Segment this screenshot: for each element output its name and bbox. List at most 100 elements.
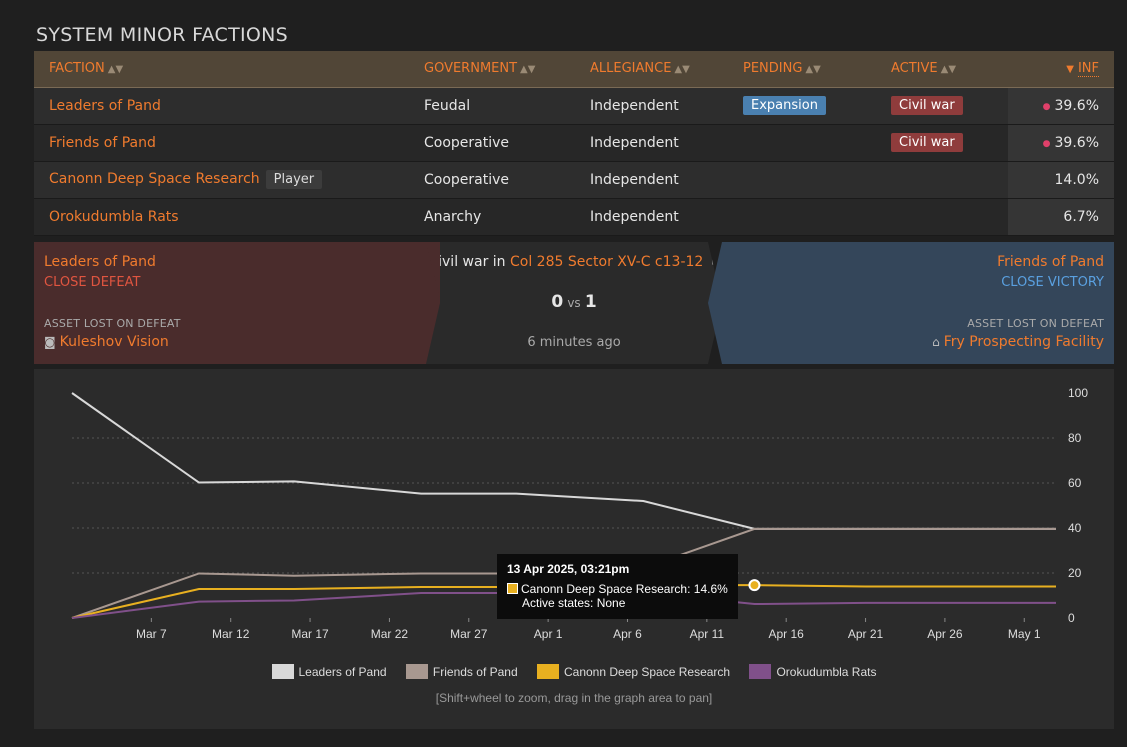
x-tick-label: Mar 7 [136, 627, 167, 641]
legend-label: Canonn Deep Space Research [563, 665, 731, 679]
legend-swatch [271, 664, 294, 679]
legend-label: Leaders of Pand [298, 665, 387, 679]
chart-hint: [Shift+wheel to zoom, drag in the graph … [435, 691, 713, 705]
conflict-type: Civil war in [428, 254, 506, 270]
col-header-pending[interactable]: PENDING ▲▼ [728, 51, 876, 88]
legend-item[interactable]: Canonn Deep Space Research [536, 664, 731, 679]
y-tick-label: 100 [1068, 386, 1088, 400]
col-header-inf[interactable]: ▼ INF [1008, 51, 1114, 88]
allegiance-cell: Independent [575, 124, 728, 162]
player-badge: Player [265, 170, 323, 189]
sort-icon: ▲▼ [940, 64, 957, 76]
col-header-allegiance[interactable]: ALLEGIANCE ▲▼ [575, 51, 728, 88]
y-tick-label: 40 [1068, 521, 1082, 535]
score-right: 1 [584, 292, 597, 312]
table-row: Orokudumbla Rats Anarchy Independent 6.7… [34, 198, 1114, 236]
active-state-badge: Civil war [891, 133, 963, 152]
inf-value: 14.0% [1054, 171, 1099, 188]
legend-label: Orokudumbla Rats [776, 665, 877, 679]
conflict-center: Civil war in Col 285 Sector XV-C c13-12 … [426, 242, 722, 364]
asset-name: Fry Prospecting Facility [943, 334, 1104, 350]
hover-point [748, 579, 761, 592]
col-header-faction[interactable]: FACTION ▲▼ [34, 51, 409, 88]
table-row: Friends of Pand Cooperative Independent … [34, 124, 1114, 162]
allegiance-cell: Independent [575, 87, 728, 125]
x-tick-label: Apr 1 [534, 627, 563, 641]
x-tick-label: Apr 21 [848, 627, 884, 641]
sort-icon: ▲▼ [674, 64, 690, 76]
x-tick-label: Apr 16 [769, 627, 805, 641]
sort-desc-icon: ▼ [1066, 64, 1074, 76]
government-cell: Anarchy [409, 198, 575, 236]
chart-tooltip: 13 Apr 2025, 03:21pm Canonn Deep Space R… [497, 554, 738, 619]
inf-value: 39.6% [1054, 97, 1099, 114]
faction-link[interactable]: Friends of Pand [49, 134, 156, 151]
asset-link[interactable]: ⌂ Fry Prospecting Facility [932, 334, 1104, 350]
asset-name: Kuleshov Vision [59, 334, 169, 350]
table-row: Canonn Deep Space Research Player Coopera… [34, 161, 1114, 199]
legend-swatch [405, 664, 428, 679]
conflict-location-link[interactable]: Col 285 Sector XV-C c13-12 [510, 254, 704, 270]
score-vs: vs [567, 296, 581, 310]
table-row: Leaders of Pand Feudal Independent Expan… [34, 87, 1114, 125]
faction-link[interactable]: Leaders of Pand [49, 97, 161, 114]
pending-state-badge: Expansion [743, 96, 826, 115]
conflict-panel: Leaders of Pand CLOSE DEFEAT ASSET LOST … [34, 242, 1114, 364]
influence-chart-panel[interactable]: 0 20 40 60 80 100 Mar 7 Mar 12 Mar 17 Mar 22 Mar 2… [34, 369, 1114, 729]
inf-value: 39.6% [1054, 134, 1099, 151]
asset-label: ASSET LOST ON DEFEAT [44, 317, 181, 330]
conflict-left-faction[interactable]: Leaders of Pand [44, 254, 156, 270]
conflict-right-result: CLOSE VICTORY [1001, 275, 1104, 290]
legend-item[interactable]: Leaders of Pand [271, 664, 387, 679]
tooltip-title: 13 Apr 2025, 03:21pm [507, 562, 630, 576]
conflict-left-result: CLOSE DEFEAT [44, 275, 141, 290]
facility-icon: ⌂ [932, 335, 940, 349]
x-tick-label: Mar 27 [450, 627, 488, 641]
allegiance-cell: Independent [575, 161, 728, 199]
conflict-score: 0 vs 1 [426, 292, 722, 312]
inf-value: 6.7% [1063, 208, 1099, 225]
series-line [71, 392, 1056, 530]
legend-swatch [749, 664, 772, 679]
sort-icon: ▲▼ [107, 64, 124, 76]
asset-link[interactable]: ◙ Kuleshov Vision [44, 334, 169, 350]
faction-link[interactable]: Orokudumbla Rats [49, 208, 179, 225]
legend-swatch [536, 664, 559, 679]
sort-icon: ▲▼ [805, 64, 821, 76]
active-state-badge: Civil war [891, 96, 963, 115]
government-cell: Cooperative [409, 161, 575, 199]
conflict-right-side: Friends of Pand CLOSE VICTORY ASSET LOST… [708, 242, 1114, 364]
series-line [71, 527, 1056, 619]
legend-item[interactable]: Orokudumbla Rats [749, 664, 876, 679]
col-header-government[interactable]: GOVERNMENT ▲▼ [409, 51, 575, 88]
conflict-dot-icon: ● [1042, 101, 1051, 112]
col-header-active[interactable]: ACTIVE ▲▼ [876, 51, 1008, 88]
sort-icon: ▲▼ [520, 64, 536, 76]
y-tick-label: 80 [1068, 431, 1082, 445]
conflict-dot-icon: ● [1042, 138, 1051, 149]
legend-label: Friends of Pand [432, 665, 518, 679]
x-tick-label: Mar 17 [291, 627, 329, 641]
government-cell: Feudal [409, 87, 575, 125]
y-tick-label: 60 [1068, 476, 1082, 490]
government-cell: Cooperative [409, 124, 575, 162]
conflict-right-faction[interactable]: Friends of Pand [997, 254, 1104, 270]
page-title: SYSTEM MINOR FACTIONS [36, 24, 289, 46]
asset-label: ASSET LOST ON DEFEAT [967, 317, 1104, 330]
chart-legend: Leaders of Pand Friends of Pand Canonn D… [34, 664, 1114, 679]
x-tick-label: Mar 22 [371, 627, 409, 641]
y-tick-label: 0 [1068, 611, 1075, 625]
x-tick-label: Apr 26 [927, 627, 963, 641]
tooltip-states: Active states: None [522, 596, 626, 610]
x-tick-label: Apr 6 [613, 627, 642, 641]
settlement-icon: ◙ [44, 335, 56, 349]
conflict-headline: Civil war in Col 285 Sector XV-C c13-12 … [426, 254, 722, 270]
tooltip-swatch [507, 583, 518, 594]
legend-item[interactable]: Friends of Pand [405, 664, 518, 679]
x-tick-label: Mar 12 [212, 627, 250, 641]
faction-link[interactable]: Canonn Deep Space Research [49, 171, 260, 187]
y-tick-label: 20 [1068, 566, 1082, 580]
conflict-left-side: Leaders of Pand CLOSE DEFEAT ASSET LOST … [34, 242, 440, 364]
conflict-updated-time: 6 minutes ago [527, 335, 621, 350]
x-tick-label: May 1 [1008, 627, 1041, 641]
